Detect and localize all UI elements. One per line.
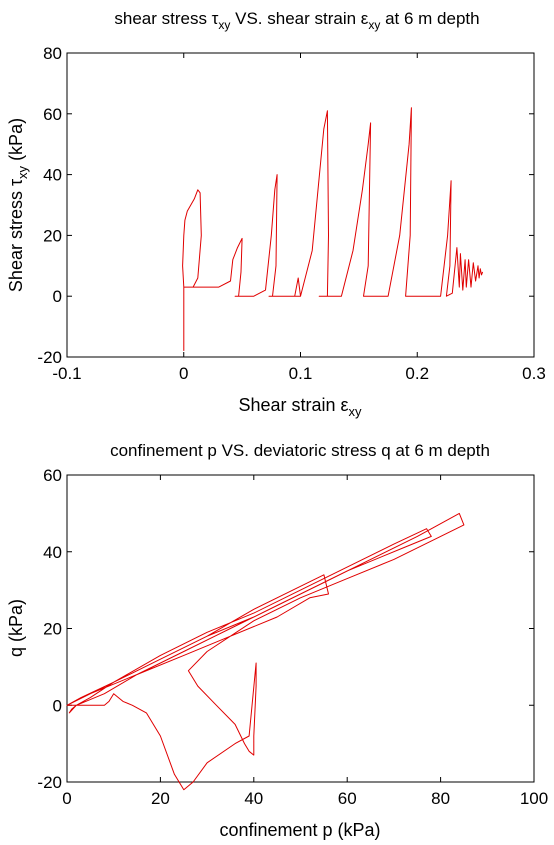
x-tick-label: 20 bbox=[151, 789, 170, 808]
series-line-2 bbox=[66, 512, 465, 791]
y-tick-label: 60 bbox=[43, 466, 62, 485]
y-axis-label-2: q (kPa) bbox=[6, 599, 26, 657]
series-line-1 bbox=[182, 107, 484, 351]
plot-area-1 bbox=[66, 52, 535, 358]
x-tick-label: -0.1 bbox=[52, 364, 81, 383]
y-tick-label: 0 bbox=[53, 287, 62, 306]
x-tick-label: 60 bbox=[338, 789, 357, 808]
x-tick-label: 0.1 bbox=[289, 364, 313, 383]
y-axis-label-1: Shear stress τxy (kPa) bbox=[6, 118, 30, 292]
x-tick-label: 100 bbox=[520, 789, 548, 808]
x-tick-label: 0 bbox=[62, 789, 71, 808]
plot-area-2 bbox=[66, 474, 535, 783]
shear-stress-strain-panel: shear stress τxy VS. shear strain εxy at… bbox=[6, 9, 546, 419]
y-tick-label: 60 bbox=[43, 105, 62, 124]
p-q-panel: confinement p VS. deviatoric stress q at… bbox=[6, 441, 548, 840]
x-tick-label: 0 bbox=[179, 364, 188, 383]
chart-title-2: confinement p VS. deviatoric stress q at… bbox=[110, 441, 490, 460]
y-tick-label: -20 bbox=[37, 773, 62, 792]
y-tick-label: 40 bbox=[43, 543, 62, 562]
y-tick-label: -20 bbox=[37, 348, 62, 367]
x-tick-label: 0.3 bbox=[522, 364, 546, 383]
y-tick-label: 80 bbox=[43, 44, 62, 63]
y-tick-label: 20 bbox=[43, 226, 62, 245]
chart-title-1: shear stress τxy VS. shear strain εxy at… bbox=[114, 9, 479, 32]
y-tick-label: 20 bbox=[43, 620, 62, 639]
y-tick-label: 40 bbox=[43, 166, 62, 185]
x-tick-label: 80 bbox=[431, 789, 450, 808]
x-tick-label: 40 bbox=[244, 789, 263, 808]
x-tick-label: 0.2 bbox=[405, 364, 429, 383]
x-axis-label-1: Shear strain εxy bbox=[238, 395, 362, 419]
y-tick-label: 0 bbox=[53, 696, 62, 715]
x-axis-label-2: confinement p (kPa) bbox=[219, 820, 380, 840]
